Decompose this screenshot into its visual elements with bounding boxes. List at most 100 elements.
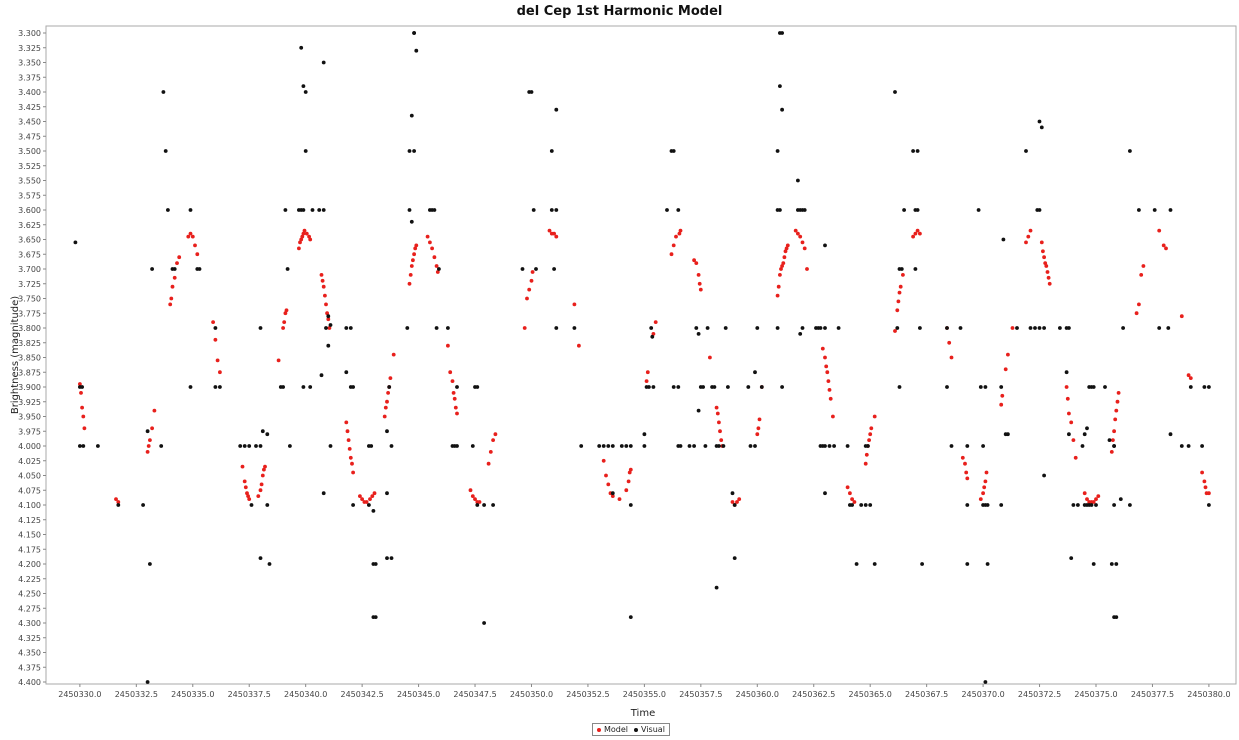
y-tick-label: 3.725: [18, 280, 41, 289]
visual-point: [482, 503, 486, 507]
model-point: [850, 497, 854, 501]
model-point: [453, 405, 458, 410]
visual-point: [260, 429, 265, 434]
model-point: [302, 228, 307, 233]
model-point: [893, 329, 897, 333]
visual-point: [213, 385, 218, 389]
visual-point: [985, 562, 990, 566]
chart-title: del Cep 1st Harmonic Model: [516, 4, 723, 19]
model-point: [1157, 228, 1162, 233]
model-point: [145, 450, 150, 454]
model-point: [350, 461, 354, 466]
visual-point: [1064, 370, 1069, 375]
model-point: [1065, 396, 1070, 401]
visual-point: [945, 385, 949, 389]
y-tick-label: 3.350: [18, 59, 41, 68]
visual-point: [344, 370, 349, 375]
visual-point: [1166, 326, 1171, 330]
model-point: [1085, 497, 1089, 501]
model-point: [413, 246, 418, 251]
model-point: [601, 458, 606, 463]
visual-point: [732, 503, 737, 507]
legend-label-model: Model: [604, 725, 629, 734]
model-point: [211, 320, 216, 324]
y-tick-label: 4.025: [18, 457, 41, 466]
visual-point: [1069, 556, 1074, 560]
x-tick-label: 2450345.0: [397, 690, 440, 699]
model-point: [1006, 352, 1010, 357]
model-point: [1082, 491, 1087, 496]
visual-point: [188, 385, 193, 389]
model-point: [247, 497, 252, 501]
model-point: [983, 479, 988, 484]
visual-point: [755, 326, 760, 330]
model-point: [831, 414, 835, 419]
model-point: [755, 432, 760, 437]
model-point: [351, 470, 355, 475]
visual-point: [321, 491, 326, 496]
visual-point: [753, 444, 757, 448]
visual-point: [81, 444, 86, 448]
model-point: [604, 473, 608, 478]
model-point: [960, 455, 965, 460]
visual-point: [1080, 444, 1085, 448]
visual-point: [619, 444, 624, 448]
legend-marker-model: [597, 727, 601, 732]
visual-point: [1179, 444, 1184, 448]
visual-point: [778, 208, 782, 212]
visual-point: [746, 385, 751, 389]
model-point: [527, 287, 532, 292]
visual-point: [1103, 385, 1107, 389]
y-tick-label: 4.400: [18, 678, 41, 687]
x-axis-label: Time: [630, 708, 655, 719]
visual-point: [552, 267, 556, 271]
visual-point: [1202, 385, 1207, 389]
visual-point: [288, 444, 292, 448]
model-point: [245, 491, 249, 496]
y-axis: 3.300 3.325 3.350 3.375 3.400 3.425 3.450 3.475…: [18, 29, 46, 687]
model-point: [694, 261, 699, 265]
visual-point: [827, 444, 832, 448]
visual-point: [1082, 432, 1087, 437]
model-point: [785, 243, 790, 248]
model-point: [486, 461, 491, 466]
model-point: [409, 264, 414, 268]
model-point: [435, 270, 440, 274]
model-point: [947, 340, 952, 345]
visual-point: [385, 491, 389, 496]
visual-point: [258, 444, 263, 448]
model-point: [1203, 485, 1208, 490]
y-tick-label: 3.800: [18, 324, 41, 333]
visual-point: [369, 444, 374, 448]
visual-point: [1109, 562, 1114, 566]
model-point: [610, 494, 615, 498]
model-point: [698, 287, 703, 292]
visual-point: [1037, 326, 1042, 330]
visual-point: [845, 444, 850, 448]
visual-point: [895, 326, 900, 330]
y-tick-label: 3.825: [18, 339, 41, 348]
model-point: [982, 485, 987, 490]
visual-point: [299, 45, 304, 50]
visual-point: [267, 562, 272, 566]
model-point: [577, 343, 581, 348]
model-point: [1010, 326, 1015, 330]
y-tick-label: 3.425: [18, 103, 41, 112]
model-point: [242, 479, 247, 484]
visual-point: [983, 385, 988, 389]
model-point: [852, 500, 857, 504]
data-points: [73, 31, 1211, 684]
visual-point: [150, 267, 155, 271]
plot-area: [45, 25, 1237, 685]
visual-point: [893, 90, 897, 94]
visual-point: [163, 149, 168, 153]
model-point: [348, 455, 353, 460]
visual-point: [373, 615, 378, 619]
visual-point: [854, 562, 859, 566]
model-point: [644, 379, 649, 383]
visual-point: [1039, 125, 1044, 130]
y-tick-label: 3.475: [18, 132, 41, 141]
visual-point: [308, 385, 313, 389]
visual-point: [999, 503, 1004, 507]
